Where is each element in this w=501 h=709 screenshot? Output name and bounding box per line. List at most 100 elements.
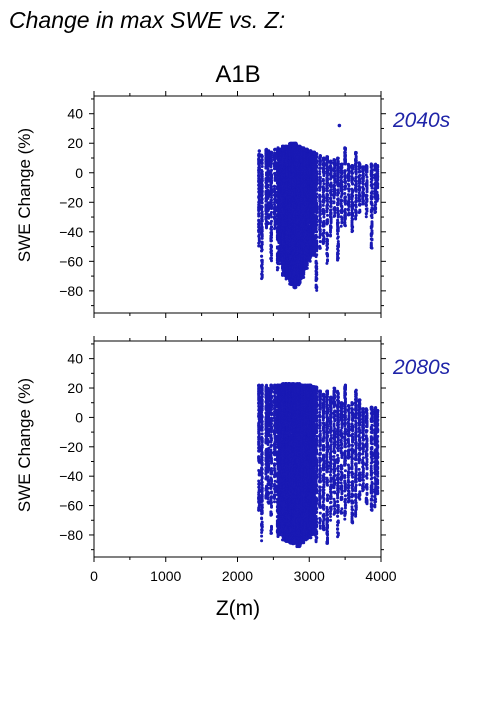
scatter-point: [257, 152, 261, 156]
scatter-point: [257, 198, 261, 202]
scatter-point: [270, 196, 273, 199]
scatter-point: [273, 199, 277, 203]
scatter-point: [260, 165, 264, 168]
scatter-point: [273, 160, 277, 164]
scatter-point: [260, 201, 264, 205]
scatter-point: [273, 184, 276, 188]
scatter-point: [270, 190, 273, 194]
scatter-point: [267, 207, 271, 211]
scatter-point: [260, 193, 264, 197]
scatter-point: [260, 273, 264, 277]
scatter-point: [260, 158, 264, 161]
scatter-point: [260, 183, 264, 187]
scatter-point: [257, 244, 261, 248]
scatter-point: [260, 170, 264, 174]
scatter-point: [260, 197, 264, 201]
scatter-point: [270, 219, 273, 223]
scatter-point: [270, 187, 273, 191]
scatter-point: [270, 158, 273, 162]
scatter-point: [260, 174, 264, 178]
scatter-point: [260, 240, 264, 244]
scatter-point: [273, 166, 277, 170]
scatter-point: [257, 239, 261, 243]
scatter-point: [257, 149, 261, 153]
page-title: Change in max SWE vs. Z:: [9, 7, 285, 33]
scatter-point: [273, 157, 277, 160]
scatter-point: [257, 207, 261, 211]
scatter-point: [260, 191, 264, 195]
scatter-point: [273, 205, 277, 209]
scatter-point: [260, 242, 264, 246]
scatter-point: [270, 259, 273, 263]
scatter-point: [257, 205, 261, 209]
scatter-point: [273, 215, 277, 219]
scatter-point: [270, 162, 273, 166]
scatter-point: [273, 152, 277, 156]
scatter-point: [257, 233, 261, 237]
scatter-point: [273, 226, 277, 230]
scatter-point: [273, 219, 277, 223]
scatter-point: [270, 210, 273, 214]
scatter-point: [270, 185, 273, 189]
scatter-point: [260, 270, 264, 273]
scatter-point: [257, 186, 261, 189]
scatter-point: [270, 198, 273, 202]
scatter-point: [260, 161, 264, 165]
scatter-point: [273, 187, 276, 191]
scatter-point: [257, 155, 261, 159]
scatter-point: [273, 222, 277, 226]
scatter-point: [257, 176, 261, 180]
scatter-point: [264, 217, 268, 221]
scatter-point: [260, 225, 264, 229]
scatter-point: [260, 260, 264, 264]
scatter-point: [260, 245, 264, 249]
scatter-point: [257, 166, 261, 170]
scatter-point: [257, 181, 261, 185]
scatter-point: [273, 171, 277, 175]
scatter-point: [270, 207, 273, 210]
scatter-point: [266, 221, 270, 225]
y-axis-label-2040s: SWE Change (%): [15, 128, 34, 262]
scatter-point: [270, 232, 273, 236]
scatter-point: [270, 193, 273, 197]
scatter-point: [257, 227, 261, 231]
scatter-point: [270, 204, 273, 208]
scatter-point: [257, 188, 261, 192]
scatter-point: [273, 173, 277, 177]
scatter-point: [273, 196, 277, 200]
scatter-point: [270, 153, 273, 157]
scatter-point: [270, 256, 273, 260]
scatter-point: [270, 239, 273, 243]
scatter-point: [260, 186, 264, 190]
scatter-point: [273, 147, 277, 151]
scatter-point: [270, 168, 273, 172]
scatter-point: [267, 204, 271, 208]
scatter-point: [273, 162, 277, 166]
scatter-point: [270, 228, 273, 232]
scatter-point: [267, 216, 271, 220]
scatter-points-2040s: [257, 123, 380, 292]
scatter-point: [260, 248, 264, 252]
scatter-point: [260, 229, 264, 233]
scatter-point: [257, 164, 261, 167]
scatter-point: [257, 194, 261, 198]
scatter-point: [260, 254, 264, 258]
scatter-point: [270, 215, 273, 219]
scatter-point: [273, 177, 277, 181]
scatter-point: [260, 215, 264, 219]
scatter-point: [270, 244, 273, 248]
scatter-point: [267, 194, 271, 198]
scatter-point: [265, 181, 268, 185]
scatter-point: [257, 159, 261, 163]
scatter-point: [273, 208, 277, 212]
scatter-point: [273, 212, 276, 215]
scatter-point: [273, 190, 277, 194]
scatter-point: [260, 178, 264, 182]
scatter-point: [267, 213, 271, 217]
scatter-point: [260, 154, 264, 158]
scatter-point: [294, 285, 298, 289]
scatter-point: [257, 214, 261, 218]
scenario-title: A1B: [215, 61, 260, 88]
